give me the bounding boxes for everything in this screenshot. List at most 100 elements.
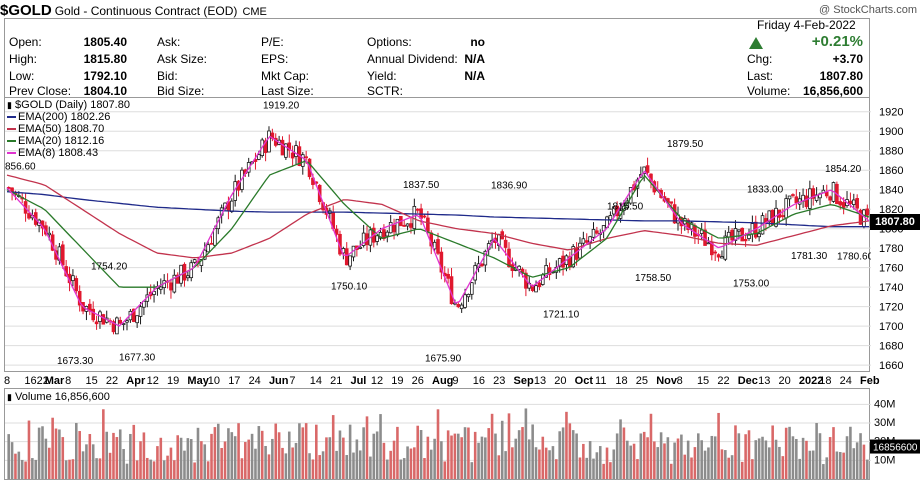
volume-bar bbox=[396, 426, 399, 479]
legend-main-text: $GOLD (Daily) 1807.80 bbox=[15, 99, 130, 111]
eps-label: EPS: bbox=[261, 52, 289, 66]
x-tick-label: Mar bbox=[45, 375, 65, 387]
candle-body bbox=[544, 265, 548, 278]
open-value: 1805.40 bbox=[83, 35, 127, 49]
candle-body bbox=[503, 239, 508, 248]
candle-body bbox=[213, 228, 217, 246]
legend-volume: ▮ Volume 16,856,600 bbox=[7, 391, 110, 403]
y-tick-label: 1660 bbox=[879, 360, 903, 372]
last-volume-tag-bg bbox=[870, 439, 920, 454]
volume-bar bbox=[588, 441, 592, 479]
x-tick-label: 18 bbox=[615, 375, 627, 387]
volume-bar bbox=[842, 452, 845, 479]
volume-bar bbox=[145, 457, 149, 479]
volume-bar bbox=[818, 433, 822, 479]
x-tick-label: 21 bbox=[330, 375, 342, 387]
candle-body bbox=[781, 215, 785, 217]
volume-bar bbox=[413, 447, 416, 479]
volume-bar bbox=[595, 452, 599, 479]
candle-body bbox=[111, 321, 116, 333]
volume-bar bbox=[244, 442, 247, 479]
volume-bar bbox=[274, 423, 278, 479]
candle-body bbox=[290, 152, 295, 159]
volume-bar bbox=[669, 463, 673, 479]
volume-bar bbox=[639, 433, 643, 479]
volume-bar bbox=[747, 430, 751, 479]
last-price-tag: 1807.80 bbox=[870, 214, 920, 230]
volume-bar bbox=[301, 427, 305, 479]
volume-bar bbox=[186, 438, 190, 479]
candle-body bbox=[348, 255, 352, 267]
vol-tick-label: 40M bbox=[874, 398, 895, 410]
volume-bar bbox=[602, 463, 605, 479]
ema20-line bbox=[6, 160, 870, 288]
price-pane[interactable]: 856.60 1673.30 1677.30 1754.20 1919.20 1750.1… bbox=[4, 98, 903, 372]
volume-bar bbox=[642, 431, 646, 479]
candle-body bbox=[91, 308, 96, 321]
candle-body bbox=[584, 240, 589, 243]
candle-body bbox=[422, 215, 427, 218]
volume-bar bbox=[331, 415, 335, 479]
volume-pane[interactable]: ▮ Volume 16,856,600 bbox=[4, 388, 871, 480]
candles bbox=[6, 126, 870, 335]
ask-label: Ask: bbox=[157, 35, 181, 49]
x-tick-label: 7 bbox=[289, 375, 295, 387]
volume-bar bbox=[406, 446, 409, 479]
candle-body bbox=[642, 166, 647, 174]
candle-body bbox=[557, 258, 562, 267]
volume-bar bbox=[149, 459, 152, 479]
y-tick-label: 1880 bbox=[879, 146, 903, 158]
candle-body bbox=[257, 154, 261, 160]
volume-bar bbox=[37, 427, 41, 479]
volume-bar bbox=[196, 427, 200, 479]
volume-bar bbox=[436, 409, 440, 479]
volume-bar bbox=[470, 462, 474, 479]
volume-bar bbox=[78, 431, 81, 479]
x-tick-label: 14 bbox=[310, 375, 322, 387]
volume-bar bbox=[612, 449, 616, 479]
volume-bar bbox=[710, 435, 714, 479]
x-tick-label: 20 bbox=[554, 375, 566, 387]
ask-size-label: Ask Size: bbox=[157, 52, 208, 66]
candle-body bbox=[375, 235, 379, 242]
volume-bar bbox=[409, 448, 413, 479]
y-tick-label: 1780 bbox=[879, 243, 903, 255]
legend-main: ▮ $GOLD (Daily) 1807.80 bbox=[7, 99, 130, 111]
candle-body bbox=[716, 254, 721, 258]
yield-label: Yield: bbox=[367, 69, 397, 83]
candle-body bbox=[706, 242, 711, 245]
x-tick-label: May bbox=[187, 375, 209, 387]
volume-bar bbox=[345, 455, 349, 479]
options-value: no bbox=[470, 35, 485, 49]
volume-bar bbox=[14, 453, 17, 479]
volume-bar bbox=[592, 458, 595, 479]
candle-body bbox=[456, 303, 461, 308]
volume-bar bbox=[342, 437, 345, 479]
volume-bar bbox=[64, 460, 68, 479]
stockcharts-credit[interactable]: @ StockCharts.com bbox=[819, 4, 917, 16]
volume-bar bbox=[757, 438, 761, 479]
price-annotation: 1750.10 bbox=[331, 281, 368, 292]
candle-body bbox=[689, 222, 694, 230]
candle-body bbox=[267, 130, 271, 153]
volume-bar bbox=[426, 436, 430, 479]
x-tick-label: 23 bbox=[493, 375, 505, 387]
candle-body bbox=[534, 285, 538, 293]
candle-body bbox=[480, 263, 484, 267]
volume-bar bbox=[456, 433, 460, 479]
volume-bar bbox=[260, 430, 264, 479]
volume-bar bbox=[632, 443, 636, 479]
volume-bar bbox=[808, 450, 812, 479]
price-annotation: 1721.10 bbox=[543, 310, 580, 321]
candle-body bbox=[686, 219, 690, 230]
volume-bar bbox=[585, 457, 589, 479]
volume-bar bbox=[575, 433, 578, 479]
volume-bar bbox=[636, 459, 639, 479]
volume-bar bbox=[264, 445, 267, 479]
volume-bar bbox=[629, 445, 632, 479]
legend-ema8: EMA(8) 1808.43 bbox=[7, 147, 98, 159]
volume-bar bbox=[24, 461, 27, 479]
volume-bar bbox=[10, 442, 14, 479]
volume-bar bbox=[855, 442, 859, 479]
volume-bar bbox=[402, 458, 406, 479]
